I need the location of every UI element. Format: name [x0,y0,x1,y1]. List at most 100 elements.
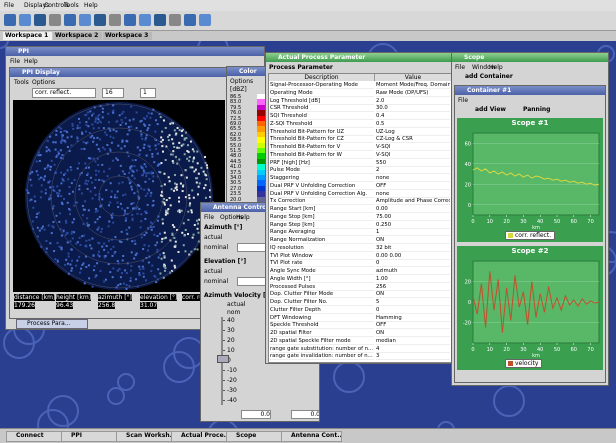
process-window: Actual Process Parameter Process Paramete… [265,52,453,364]
menu-item[interactable]: Options [32,79,56,86]
toolbar-icon[interactable] [199,14,211,26]
echo [144,171,147,174]
toolbar-icon[interactable] [154,14,166,26]
level-select[interactable]: 1 [140,88,156,98]
toolbar-icon[interactable] [124,14,136,26]
zoom-select[interactable]: 16 [102,88,124,98]
taskbar-item[interactable]: Antenna Cont... [281,431,342,442]
echo [141,265,144,268]
toolbar-icon[interactable] [4,14,16,26]
echo [39,154,42,157]
echo [95,274,98,277]
echo [85,255,88,258]
taskbar-item[interactable]: Connect [6,431,67,442]
taskbar-item[interactable]: Actual Proce... [171,431,232,442]
echo [91,181,94,184]
toolbar-icon[interactable] [94,14,106,26]
echo [86,174,89,177]
radar-image[interactable] [13,100,225,292]
taskbar-item[interactable]: PPI [61,431,122,442]
echo [55,129,58,132]
echo [54,258,57,261]
x-tick-label: 20 [503,219,509,225]
echo [86,224,89,227]
echo [169,204,172,207]
echo [99,121,102,124]
param-value: 0.00 0.00 [376,253,450,260]
toolbar-icon[interactable] [34,14,46,26]
echo [106,143,109,146]
echo [86,187,89,190]
echo [191,148,194,151]
tab[interactable]: Workspace 3 [103,32,152,40]
echo [128,171,131,174]
echo [57,152,60,155]
tab[interactable]: Workspace 1 [3,32,52,40]
menu-item[interactable]: Options [230,78,254,85]
toolbar-icon[interactable] [79,14,91,26]
menu-item[interactable]: Options [220,214,244,221]
echo [30,198,33,201]
toolbar-icon[interactable] [49,14,61,26]
echo [174,182,177,185]
echo [151,264,154,267]
panning-button[interactable]: Panning [523,106,551,113]
echo [56,191,59,194]
menu-item[interactable]: File [204,214,215,221]
menu-item[interactable]: File [4,2,15,9]
toolbar-icon[interactable] [64,14,76,26]
menu-item[interactable]: Tools [64,2,79,9]
toolbar-icon[interactable] [139,14,151,26]
toolbar-icon[interactable] [169,14,181,26]
product-select[interactable]: corr. reflect. [32,88,96,98]
taskbar-item[interactable]: Scan Worksh... [116,431,177,442]
echo [69,166,72,169]
menu-item[interactable]: Help [84,2,98,9]
echo [188,204,191,207]
echo [76,140,79,143]
taskbar-item[interactable]: Scope [226,431,287,442]
echo [121,121,124,124]
menu-item[interactable]: File [458,97,469,104]
echo [196,162,199,165]
echo [145,257,148,260]
toolbar-icon[interactable] [184,14,196,26]
menu-item[interactable]: File [455,64,466,71]
echo [136,212,139,215]
echo [135,278,138,281]
section-label: Azimuth Velocity [°/s] [204,292,278,299]
echo [197,185,200,188]
echo [111,276,114,279]
menu-item[interactable]: Help [24,58,38,65]
menu-item[interactable]: Displays [24,2,50,9]
echo [144,124,147,127]
process-button[interactable]: Process Para... [16,319,88,329]
menu-item[interactable]: Tools [14,79,29,86]
echo [121,272,124,275]
echo [62,179,65,182]
menu-item[interactable]: Controls [44,2,69,9]
echo [187,151,190,154]
slider-knob[interactable] [217,355,229,363]
echo [62,173,65,176]
add-container-button[interactable]: add Container [465,73,513,80]
echo [156,241,159,244]
add-view-button[interactable]: add View [475,106,506,113]
menu-item[interactable]: File [10,58,21,65]
menu-item[interactable]: Help [236,214,250,221]
echo [43,167,46,170]
toolbar-icon[interactable] [109,14,121,26]
toolbar-icon[interactable] [19,14,31,26]
echo [81,214,84,217]
menu-item[interactable]: Window [472,64,496,71]
echo [123,209,126,212]
param-name: TVI Plot rate [270,260,374,268]
echo [98,113,101,116]
echo [60,201,63,204]
echo [157,256,160,259]
echo [70,182,73,185]
menu-item[interactable]: Help [489,64,503,71]
echo [138,272,141,275]
tab[interactable]: Workspace 2 [53,32,102,40]
echo [124,122,127,125]
